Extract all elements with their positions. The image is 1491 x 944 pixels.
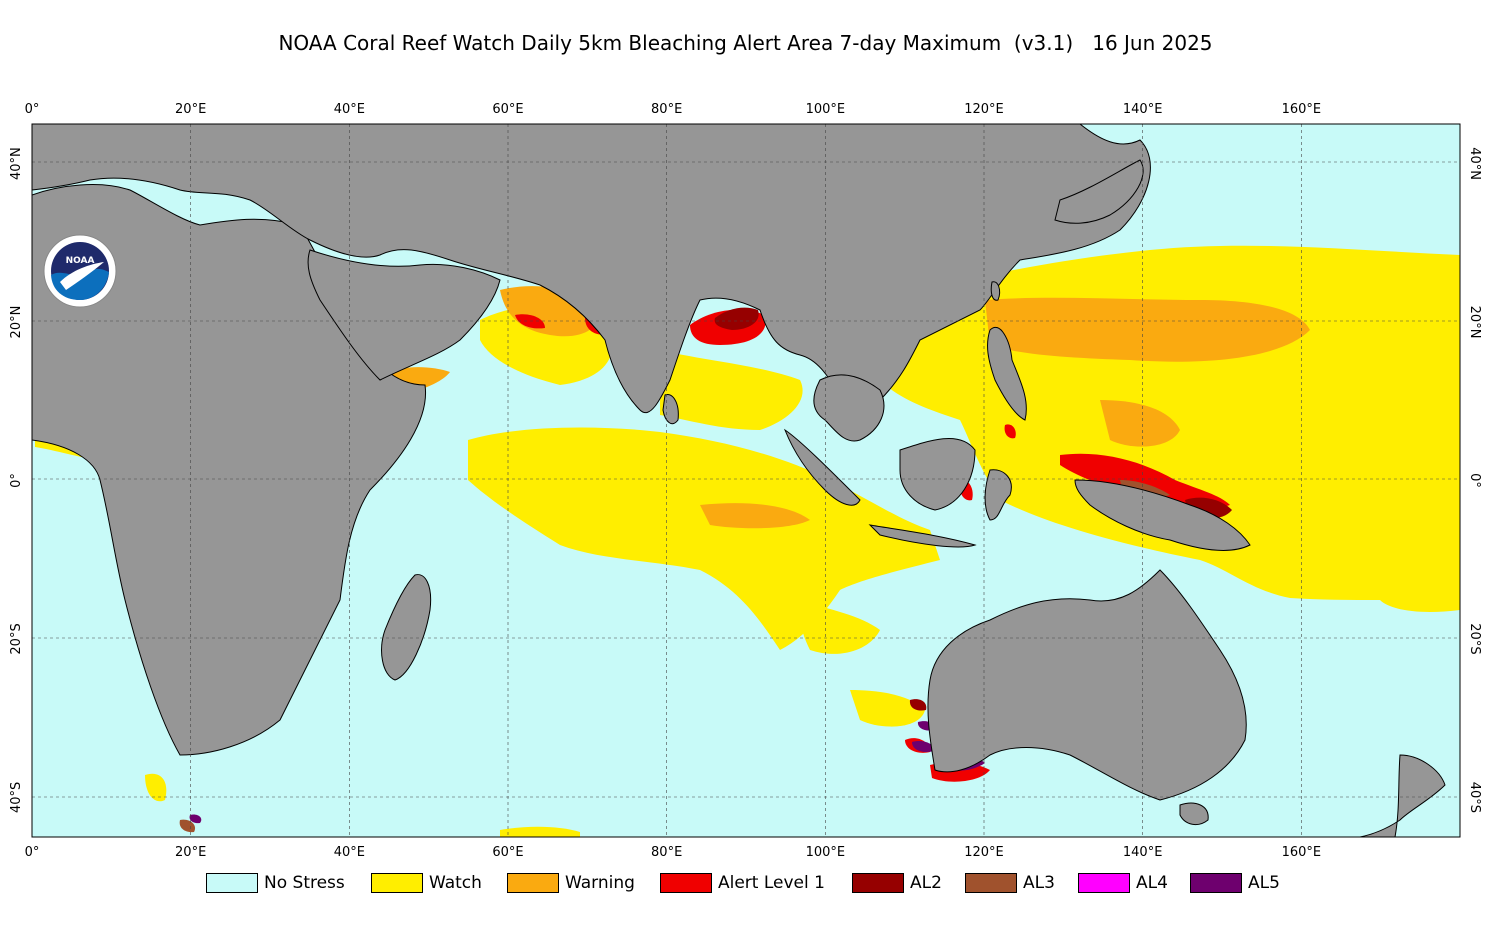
graticule: [32, 124, 1460, 837]
madagascar: [381, 574, 432, 681]
lon-tick-bottom: 120°E: [964, 845, 1004, 860]
legend-swatch: [371, 873, 423, 893]
legend-label: Warning: [565, 873, 635, 893]
lon-tick-top: 40°E: [334, 102, 365, 117]
lon-tick-top: 20°E: [175, 102, 206, 117]
sulawesi: [984, 469, 1012, 521]
noaa-logo-icon: NOAA: [43, 234, 117, 308]
legend-label: AL2: [910, 873, 942, 893]
taiwan: [990, 281, 1001, 301]
lat-tick-left: 20°S: [9, 623, 24, 654]
legend-label: Watch: [429, 873, 482, 893]
japan: [1054, 159, 1144, 224]
lon-tick-bottom: 60°E: [492, 845, 523, 860]
new-zealand: [1359, 754, 1446, 837]
lon-tick-top: 0°: [25, 102, 40, 117]
legend-label: AL3: [1023, 873, 1055, 893]
map-frame: [31, 123, 1461, 838]
legend-item: AL2: [852, 871, 942, 895]
lon-tick-bottom: 100°E: [806, 845, 846, 860]
lon-tick-bottom: 160°E: [1282, 845, 1322, 860]
legend-label: AL4: [1136, 873, 1168, 893]
legend-label: AL5: [1248, 873, 1280, 893]
legend-swatch: [206, 873, 258, 893]
lat-tick-right: 40°N: [1467, 147, 1482, 180]
lon-tick-top: 80°E: [651, 102, 682, 117]
australia: [927, 569, 1247, 801]
legend-swatch: [1078, 873, 1130, 893]
lat-tick-left: 0°: [9, 473, 24, 488]
legend-item: AL5: [1190, 871, 1280, 895]
legend-swatch: [507, 873, 559, 893]
legend-swatch: [852, 873, 904, 893]
new-guinea: [1074, 479, 1251, 551]
lon-tick-bottom: 20°E: [175, 845, 206, 860]
lon-tick-bottom: 0°: [25, 845, 40, 860]
legend-item: No Stress: [206, 871, 345, 895]
lon-tick-bottom: 80°E: [651, 845, 682, 860]
map-title: NOAA Coral Reef Watch Daily 5km Bleachin…: [278, 31, 1213, 55]
lat-tick-left: 40°S: [9, 782, 24, 813]
legend-label: Alert Level 1: [718, 873, 825, 893]
arabian-peninsula: [307, 249, 501, 381]
lat-tick-right: 20°N: [1467, 306, 1482, 339]
legend-item: Alert Level 1: [660, 871, 825, 895]
legend-swatch: [1190, 873, 1242, 893]
lat-tick-right: 40°S: [1467, 782, 1482, 813]
legend: No Stress Watch Warning Alert Level 1 AL2 AL3…: [0, 871, 1491, 897]
lon-tick-bottom: 140°E: [1123, 845, 1163, 860]
lon-tick-top: 140°E: [1123, 102, 1163, 117]
lon-tick-top: 160°E: [1282, 102, 1322, 117]
lat-tick-left: 20°N: [9, 306, 24, 339]
indochina: [813, 374, 885, 442]
lon-tick-top: 120°E: [964, 102, 1004, 117]
tasmania: [1179, 802, 1209, 826]
legend-swatch: [965, 873, 1017, 893]
eurasia-landmass: [32, 124, 1151, 415]
philippines: [987, 327, 1027, 421]
africa-landmass: [32, 184, 427, 756]
legend-item: AL4: [1078, 871, 1168, 895]
java: [868, 524, 977, 548]
logo-text: NOAA: [66, 256, 95, 266]
legend-item: Warning: [507, 871, 635, 895]
legend-item: Watch: [371, 871, 482, 895]
lon-tick-bottom: 40°E: [334, 845, 365, 860]
legend-label: No Stress: [264, 873, 345, 893]
borneo: [899, 437, 976, 511]
axis-ticks: 0° 0° 20°E 20°E 40°E 40°E 60°E 60°E 80°E 80°E 100°…: [9, 102, 1482, 860]
lat-tick-right: 0°: [1467, 473, 1482, 488]
legend-swatch: [660, 873, 712, 893]
lon-tick-top: 100°E: [806, 102, 846, 117]
legend-item: AL3: [965, 871, 1055, 895]
lat-tick-left: 40°N: [9, 147, 24, 180]
land-masses: [32, 124, 1446, 837]
sumatra: [783, 428, 861, 506]
lon-tick-top: 60°E: [492, 102, 523, 117]
lat-tick-right: 20°S: [1467, 623, 1482, 654]
